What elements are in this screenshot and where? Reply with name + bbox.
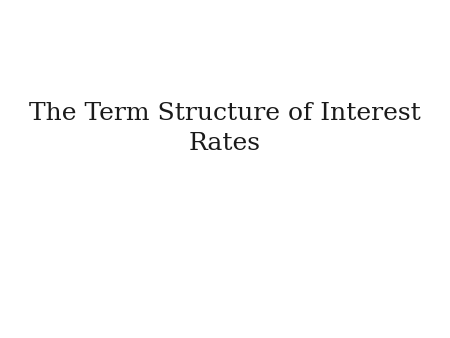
- Text: The Term Structure of Interest
Rates: The Term Structure of Interest Rates: [29, 102, 421, 155]
